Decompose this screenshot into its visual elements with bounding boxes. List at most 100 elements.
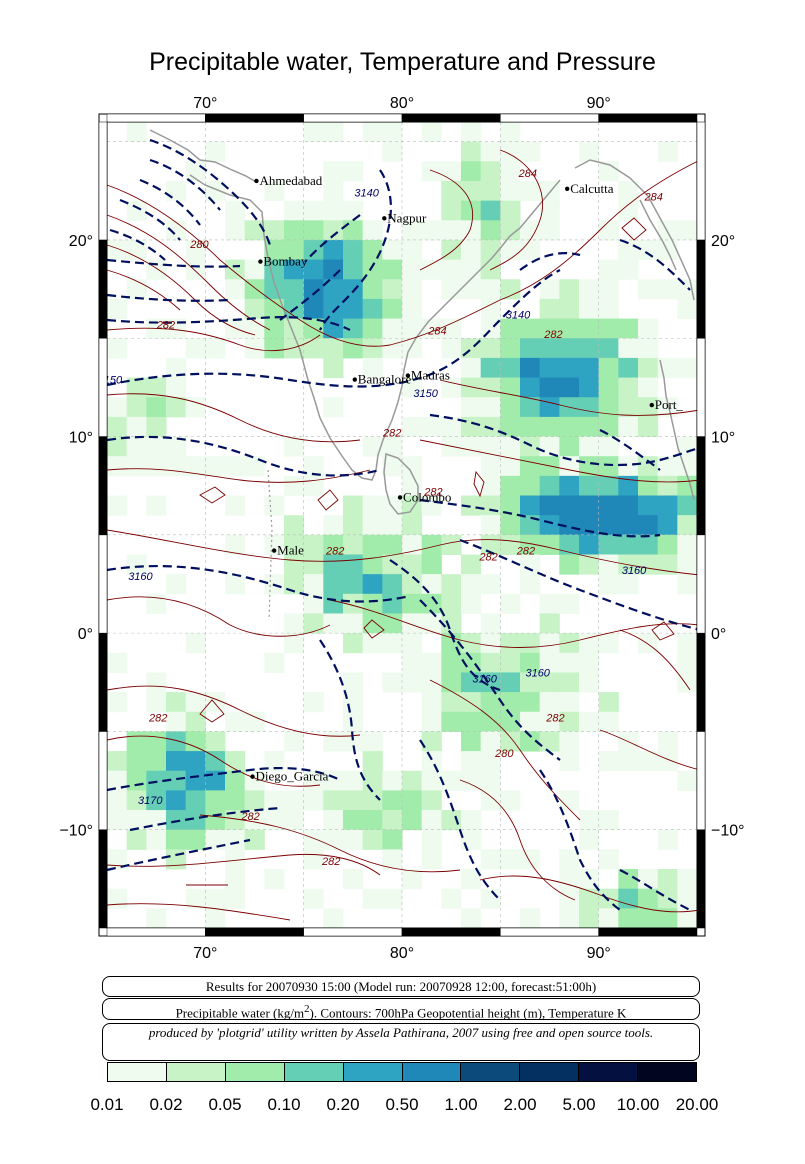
frame-band-bottom	[303, 927, 403, 937]
pw-cell	[638, 495, 659, 516]
pw-cell	[402, 475, 423, 497]
frame-band-bottom	[106, 927, 206, 937]
pw-cell	[461, 239, 482, 261]
pw-cell	[421, 692, 442, 713]
pw-cell	[343, 515, 364, 536]
pw-cell	[677, 633, 698, 654]
pw-cell	[638, 534, 659, 555]
pw-cell	[520, 141, 541, 162]
pw-cell	[382, 515, 403, 536]
lon-tick-label-bottom: 70°	[193, 945, 217, 962]
pw-cell	[461, 180, 482, 202]
pw-cell	[264, 790, 285, 811]
pw-cell	[107, 770, 128, 791]
pw-cell	[500, 239, 521, 261]
pw-cell	[559, 357, 580, 379]
pw-cell	[559, 495, 580, 516]
pw-cell	[480, 416, 501, 438]
pw-cell	[559, 692, 580, 713]
pw-cell	[107, 652, 128, 673]
pw-cell	[402, 554, 423, 575]
pw-cell	[107, 397, 128, 418]
pw-cell	[480, 613, 501, 634]
pw-cell	[382, 436, 403, 457]
pw-cell	[225, 751, 246, 772]
pw-cell	[480, 298, 501, 320]
pw-cell	[225, 259, 246, 280]
pw-cell	[126, 200, 147, 221]
axis-tick-labels: 70° 70° 80° 80° 90° 90° 20° 20° 10° 10° 0° 0° −10° −1…	[59, 95, 744, 962]
pw-cell	[362, 888, 383, 909]
pw-cell	[343, 711, 364, 732]
pw-cell	[402, 593, 423, 614]
pw-cell	[598, 416, 619, 438]
pw-cell	[382, 888, 403, 909]
pw-cell	[480, 711, 501, 732]
page-title: Precipitable water, Temperature and Pres…	[149, 48, 656, 76]
pw-cell	[461, 908, 482, 929]
pw-cell	[559, 593, 580, 614]
pw-cell	[677, 554, 698, 575]
pw-cell	[657, 869, 678, 890]
pw-cell	[539, 515, 560, 536]
color-scale-label: 0.02	[149, 1095, 183, 1114]
pw-cell	[480, 574, 501, 595]
pw-cell	[520, 416, 541, 438]
pw-cell	[539, 416, 560, 438]
frame-band-top	[401, 113, 501, 123]
pw-cell	[185, 456, 206, 477]
pw-cell	[441, 652, 462, 673]
city-markers: Ahmedabad Calcutta Nagpur Bombay MadrasBanga…	[250, 173, 683, 784]
credit-box: produced by 'plotgrid' utility written b…	[102, 1023, 700, 1061]
color-scale-swatch	[225, 1063, 285, 1081]
pw-cell	[441, 161, 462, 182]
city-label: Colombo	[403, 489, 451, 504]
pw-cell	[323, 397, 344, 418]
pw-cell	[166, 790, 187, 811]
pw-cell	[284, 515, 305, 536]
pw-cell	[146, 436, 167, 457]
pw-cell	[402, 515, 423, 536]
pw-cell	[421, 554, 442, 575]
pw-cell	[520, 908, 541, 929]
pw-cell	[303, 200, 324, 221]
pw-cell	[284, 810, 305, 831]
pw-cell	[461, 593, 482, 614]
pw-cell	[598, 338, 619, 359]
pw-cell	[520, 436, 541, 457]
pw-cell	[461, 770, 482, 791]
pw-cell	[461, 554, 482, 575]
pw-cell	[598, 475, 619, 497]
pw-cell	[677, 279, 698, 300]
pw-cell	[677, 436, 698, 457]
pw-cell	[303, 613, 324, 634]
color-scale-swatch	[402, 1063, 462, 1081]
city-dot	[397, 495, 403, 500]
contour-label: 284	[518, 168, 537, 180]
pw-cell	[500, 338, 521, 359]
pw-cell	[421, 259, 442, 280]
pw-cell	[225, 810, 246, 831]
pw-cell	[126, 239, 147, 261]
pw-cell	[303, 534, 324, 555]
contour-label: 150	[104, 374, 123, 386]
pw-cell	[638, 908, 659, 929]
pw-cell	[382, 279, 403, 300]
city-label: Nagpur	[387, 210, 427, 225]
pw-cell	[520, 475, 541, 497]
contour-label: 284	[427, 325, 446, 337]
pw-cell	[677, 770, 698, 791]
frame-band-right	[696, 436, 706, 536]
pw-cell	[362, 829, 383, 850]
city-dot	[254, 178, 259, 184]
pw-cell	[579, 908, 600, 929]
pw-cell	[539, 613, 560, 634]
pw-cell	[677, 652, 698, 673]
city-dot	[649, 402, 654, 408]
pw-cell	[166, 829, 187, 850]
pw-cell	[362, 593, 383, 614]
pw-cell	[579, 318, 600, 339]
pw-cell	[677, 908, 698, 929]
pw-cell	[402, 298, 423, 320]
pw-cell	[579, 436, 600, 457]
